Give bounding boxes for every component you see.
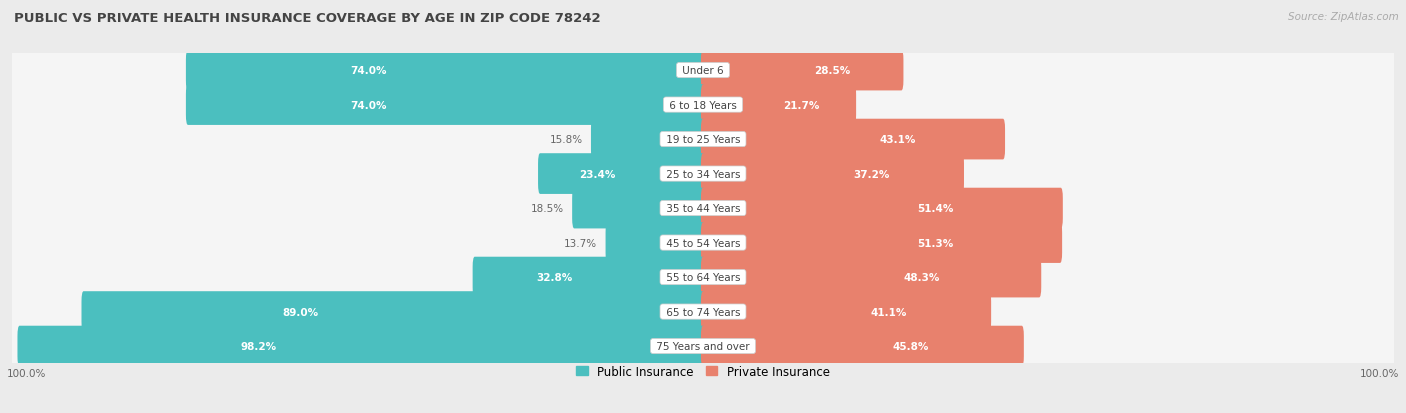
Text: 75 Years and over: 75 Years and over [652, 341, 754, 351]
FancyBboxPatch shape [702, 119, 1005, 160]
FancyBboxPatch shape [82, 292, 704, 332]
FancyBboxPatch shape [702, 188, 1063, 229]
Text: 55 to 64 Years: 55 to 64 Years [662, 273, 744, 282]
Text: 21.7%: 21.7% [783, 100, 820, 110]
FancyBboxPatch shape [702, 326, 1024, 367]
Text: 19 to 25 Years: 19 to 25 Years [662, 135, 744, 145]
FancyBboxPatch shape [702, 257, 1042, 298]
Text: 98.2%: 98.2% [240, 341, 277, 351]
Text: 51.3%: 51.3% [917, 238, 953, 248]
FancyBboxPatch shape [11, 113, 1395, 166]
FancyBboxPatch shape [11, 182, 1395, 235]
Legend: Public Insurance, Private Insurance: Public Insurance, Private Insurance [571, 360, 835, 382]
FancyBboxPatch shape [11, 251, 1395, 304]
Text: 51.4%: 51.4% [917, 204, 953, 214]
Text: 74.0%: 74.0% [350, 66, 387, 76]
Text: Source: ZipAtlas.com: Source: ZipAtlas.com [1288, 12, 1399, 22]
Text: 45 to 54 Years: 45 to 54 Years [662, 238, 744, 248]
FancyBboxPatch shape [186, 85, 704, 126]
Text: 89.0%: 89.0% [283, 307, 318, 317]
FancyBboxPatch shape [472, 257, 704, 298]
FancyBboxPatch shape [11, 285, 1395, 339]
Text: 45.8%: 45.8% [891, 341, 928, 351]
Text: 35 to 44 Years: 35 to 44 Years [662, 204, 744, 214]
Text: 41.1%: 41.1% [870, 307, 907, 317]
FancyBboxPatch shape [702, 85, 856, 126]
FancyBboxPatch shape [186, 50, 704, 91]
Text: 37.2%: 37.2% [853, 169, 890, 179]
FancyBboxPatch shape [11, 216, 1395, 270]
Text: 43.1%: 43.1% [880, 135, 917, 145]
Text: 13.7%: 13.7% [564, 238, 598, 248]
Text: 100.0%: 100.0% [7, 368, 46, 379]
Text: 100.0%: 100.0% [1360, 368, 1399, 379]
FancyBboxPatch shape [702, 50, 904, 91]
Text: 74.0%: 74.0% [350, 100, 387, 110]
FancyBboxPatch shape [11, 44, 1395, 98]
FancyBboxPatch shape [572, 188, 704, 229]
FancyBboxPatch shape [702, 154, 965, 195]
FancyBboxPatch shape [702, 292, 991, 332]
FancyBboxPatch shape [17, 326, 704, 367]
FancyBboxPatch shape [591, 119, 704, 160]
Text: 25 to 34 Years: 25 to 34 Years [662, 169, 744, 179]
FancyBboxPatch shape [11, 78, 1395, 132]
Text: Under 6: Under 6 [679, 66, 727, 76]
Text: 18.5%: 18.5% [530, 204, 564, 214]
Text: 6 to 18 Years: 6 to 18 Years [666, 100, 740, 110]
Text: PUBLIC VS PRIVATE HEALTH INSURANCE COVERAGE BY AGE IN ZIP CODE 78242: PUBLIC VS PRIVATE HEALTH INSURANCE COVER… [14, 12, 600, 25]
FancyBboxPatch shape [606, 223, 704, 263]
FancyBboxPatch shape [11, 147, 1395, 201]
FancyBboxPatch shape [11, 319, 1395, 373]
Text: 48.3%: 48.3% [903, 273, 939, 282]
Text: 23.4%: 23.4% [579, 169, 616, 179]
FancyBboxPatch shape [538, 154, 704, 195]
Text: 65 to 74 Years: 65 to 74 Years [662, 307, 744, 317]
Text: 15.8%: 15.8% [550, 135, 582, 145]
FancyBboxPatch shape [702, 223, 1062, 263]
Text: 28.5%: 28.5% [814, 66, 851, 76]
Text: 32.8%: 32.8% [537, 273, 572, 282]
